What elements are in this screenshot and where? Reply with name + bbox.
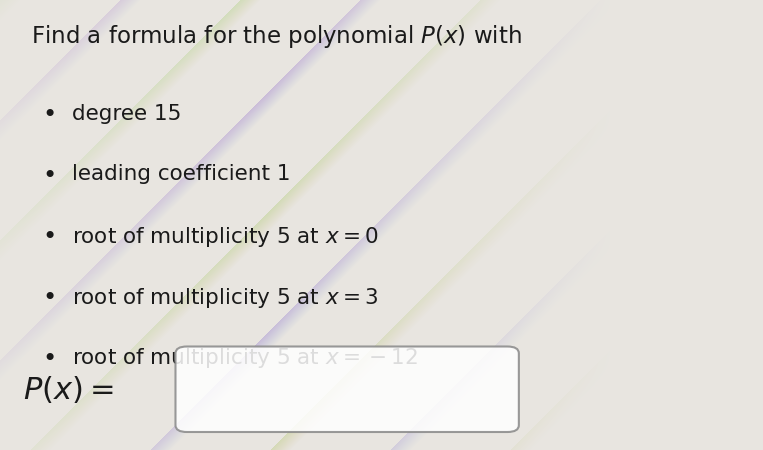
Text: •: • <box>43 104 56 127</box>
FancyBboxPatch shape <box>175 346 519 432</box>
Text: leading coefficient 1: leading coefficient 1 <box>72 164 291 184</box>
Text: $P(x) =$: $P(x) =$ <box>23 374 114 405</box>
Text: root of multiplicity 5 at $x = 3$: root of multiplicity 5 at $x = 3$ <box>72 286 378 310</box>
Text: Find a formula for the polynomial $P(x)$ with: Find a formula for the polynomial $P(x)$… <box>31 22 521 50</box>
Text: root of multiplicity 5 at $x = -12$: root of multiplicity 5 at $x = -12$ <box>72 346 419 370</box>
Text: degree 15: degree 15 <box>72 104 182 123</box>
Text: •: • <box>43 286 56 310</box>
Text: •: • <box>43 346 56 370</box>
Text: •: • <box>43 225 56 249</box>
Text: •: • <box>43 164 56 188</box>
Text: root of multiplicity 5 at $x = 0$: root of multiplicity 5 at $x = 0$ <box>72 225 379 249</box>
